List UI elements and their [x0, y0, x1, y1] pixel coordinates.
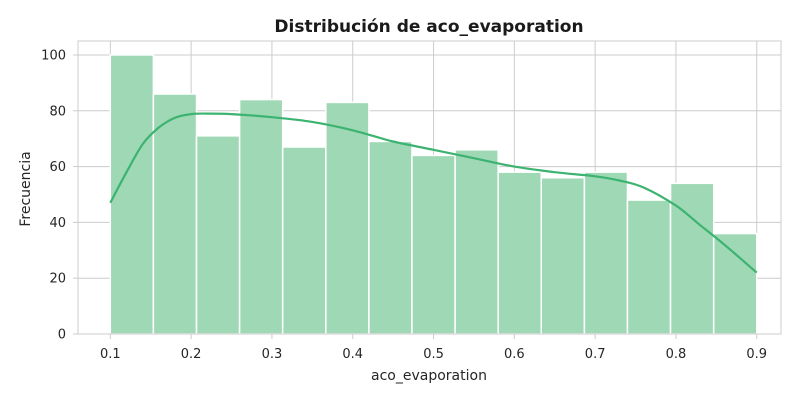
- histogram-bar-2: [195, 135, 241, 335]
- histogram-bar-13: [669, 182, 715, 335]
- histogram-bar-4: [281, 146, 327, 335]
- y-tick-label-3: 60: [49, 160, 66, 175]
- y-tick-label-4: 80: [49, 104, 66, 119]
- x-tick-label-7: 0.8: [666, 347, 687, 362]
- histogram-bars: [109, 54, 758, 335]
- histogram-bar-3: [238, 98, 284, 335]
- x-tick-label-1: 0.2: [181, 347, 202, 362]
- y-tick-label-0: 0: [58, 328, 66, 343]
- histogram-bar-10: [540, 176, 586, 335]
- histogram-bar-8: [454, 149, 499, 335]
- x-tick-label-0: 0.1: [100, 347, 121, 362]
- histogram-bar-6: [368, 140, 413, 335]
- plot-frame: [77, 40, 782, 335]
- histogram-bar-14: [712, 232, 758, 335]
- y-tick-labels: 0 20 40 60 80 100: [41, 48, 78, 343]
- x-tick-label-4: 0.5: [423, 347, 444, 362]
- y-axis-label: Frecuencia: [18, 151, 34, 226]
- x-tick-labels: 0.1 0.2 0.3 0.4 0.5 0.6 0.7 0.8 0.9: [100, 334, 767, 362]
- y-tick-label-5: 100: [41, 48, 66, 63]
- histogram-bar-7: [411, 154, 456, 335]
- x-tick-label-6: 0.7: [585, 347, 606, 362]
- kde-curve: [109, 112, 758, 274]
- histogram-bar-5: [325, 101, 370, 335]
- histogram-bar-0: [109, 54, 155, 335]
- x-tick-label-3: 0.4: [342, 347, 363, 362]
- y-tick-label-1: 20: [49, 272, 66, 287]
- x-axis-label: aco_evaporation: [371, 368, 487, 384]
- x-tick-label-2: 0.3: [262, 347, 283, 362]
- histogram-bar-9: [497, 171, 543, 335]
- x-tick-label-8: 0.9: [746, 347, 767, 362]
- x-tick-label-5: 0.6: [504, 347, 525, 362]
- y-tick-label-2: 40: [49, 216, 66, 231]
- histogram-bar-11: [583, 171, 629, 335]
- histogram-bar-1: [152, 93, 198, 335]
- histogram-bar-12: [626, 199, 672, 335]
- chart-title: Distribución de aco_evaporation: [274, 17, 583, 37]
